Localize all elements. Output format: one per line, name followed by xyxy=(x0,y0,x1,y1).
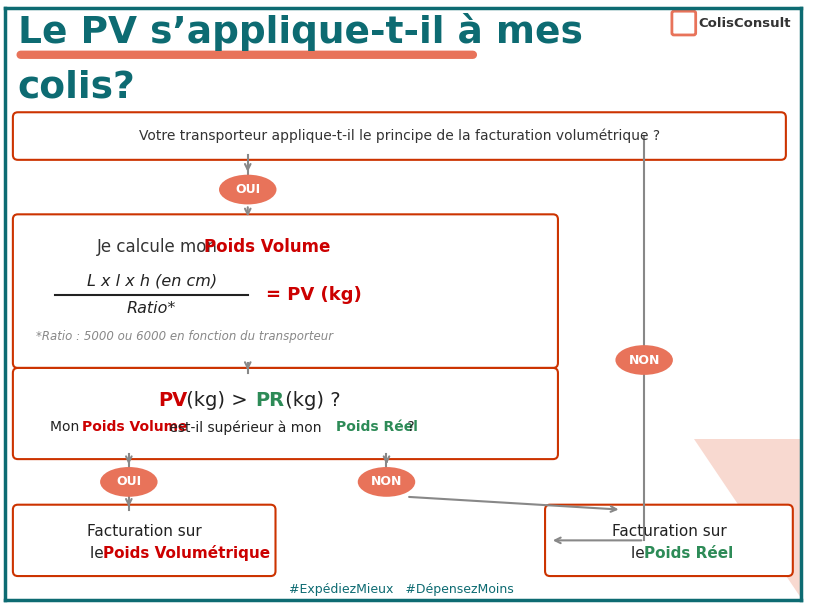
FancyBboxPatch shape xyxy=(545,504,793,576)
Text: L x l x h (en cm): L x l x h (en cm) xyxy=(86,273,217,288)
Text: *Ratio : 5000 ou 6000 en fonction du transporteur: *Ratio : 5000 ou 6000 en fonction du tra… xyxy=(36,330,333,343)
Text: Je calcule mon: Je calcule mon xyxy=(97,238,224,256)
Text: le: le xyxy=(89,546,108,561)
Text: NON: NON xyxy=(628,353,660,367)
Text: OUI: OUI xyxy=(235,183,260,196)
Text: est-il supérieur à mon: est-il supérieur à mon xyxy=(166,420,326,435)
Text: Poids Volumétrique: Poids Volumétrique xyxy=(102,545,270,561)
FancyBboxPatch shape xyxy=(13,368,558,459)
Ellipse shape xyxy=(615,345,673,375)
Text: Le PV s’applique-t-il à mes: Le PV s’applique-t-il à mes xyxy=(18,13,583,51)
Ellipse shape xyxy=(219,175,276,205)
Text: Poids Volume: Poids Volume xyxy=(82,421,188,435)
Ellipse shape xyxy=(100,467,158,497)
FancyBboxPatch shape xyxy=(13,214,558,368)
Text: ColisConsult: ColisConsult xyxy=(698,16,791,30)
Polygon shape xyxy=(693,439,801,598)
Text: #ExpédiezMieux   #DépensezMoins: #ExpédiezMieux #DépensezMoins xyxy=(289,583,514,597)
FancyBboxPatch shape xyxy=(13,504,276,576)
Text: PV: PV xyxy=(159,391,188,410)
Text: (kg) ?: (kg) ? xyxy=(280,391,341,410)
Text: Votre transporteur applique-t-il le principe de la facturation volumétrique ?: Votre transporteur applique-t-il le prin… xyxy=(139,129,660,143)
Text: Poids Réel: Poids Réel xyxy=(336,421,418,435)
Text: Poids Réel: Poids Réel xyxy=(644,546,733,561)
Text: colis?: colis? xyxy=(18,69,136,106)
Text: le: le xyxy=(631,546,650,561)
Text: PR: PR xyxy=(255,391,285,410)
Text: Facturation sur: Facturation sur xyxy=(611,524,726,539)
Text: Mon: Mon xyxy=(50,421,83,435)
Text: = PV (kg): = PV (kg) xyxy=(266,286,361,304)
Text: Ratio*: Ratio* xyxy=(127,301,176,316)
FancyBboxPatch shape xyxy=(13,112,786,160)
Text: ?: ? xyxy=(403,421,415,435)
Text: OUI: OUI xyxy=(116,475,141,489)
Ellipse shape xyxy=(358,467,415,497)
Text: Poids Volume: Poids Volume xyxy=(204,238,331,256)
Text: Facturation sur: Facturation sur xyxy=(87,524,202,539)
Text: NON: NON xyxy=(371,475,402,489)
Text: (kg) >: (kg) > xyxy=(180,391,254,410)
